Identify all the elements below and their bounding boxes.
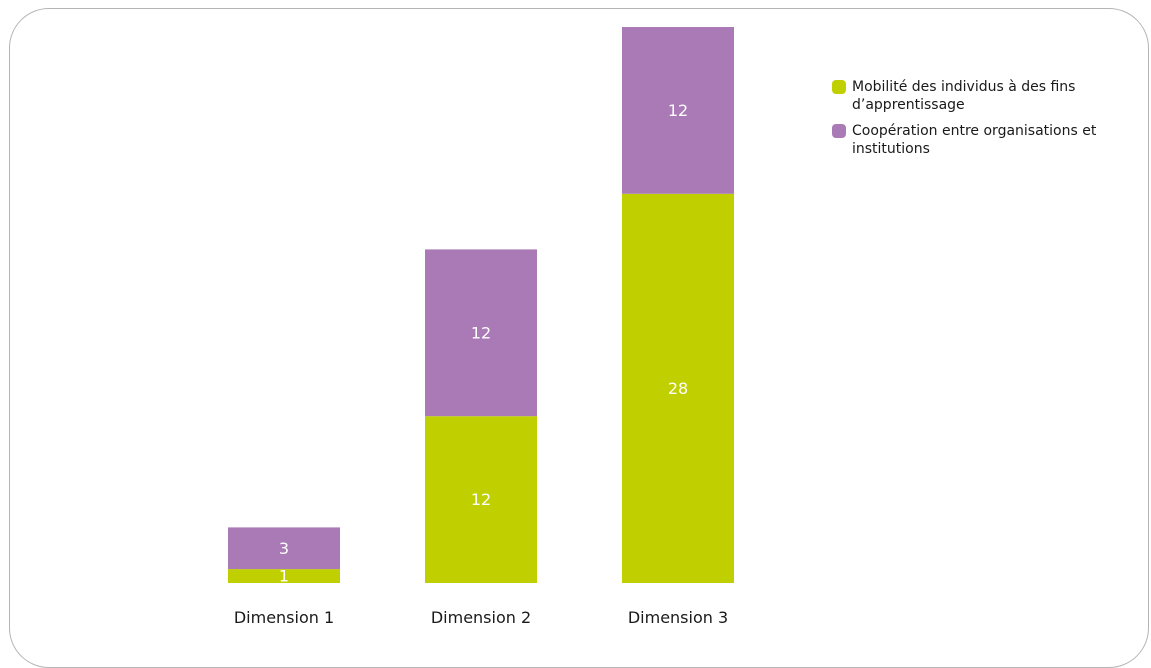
x-tick-label-dimension-3: Dimension 3 [628, 608, 728, 627]
bar-value-label-dimension-3-series-0: 28 [668, 379, 688, 398]
bar-value-label-dimension-2-series-1: 12 [471, 323, 491, 342]
bar-dimension-2-series-0 [425, 416, 537, 583]
bar-value-label-dimension-1-series-1: 3 [279, 539, 289, 558]
bar-dimension-3-series-1 [622, 27, 734, 194]
bar-dimension-1-series-0 [228, 569, 340, 583]
legend-item-mobilite: Mobilité des individus à des fins d’appr… [832, 78, 1132, 114]
bar-dimension-1-series-1 [228, 527, 340, 570]
bar-value-label-dimension-1-series-0: 1 [279, 567, 289, 586]
bars-group: 1 3 12 12 28 12 [228, 27, 734, 586]
legend-label-cooperation: Coopération entre organisations et insti… [852, 123, 1097, 157]
legend-swatch-cooperation [832, 124, 846, 138]
legend-item-cooperation: Coopération entre organisations et insti… [832, 122, 1132, 158]
bar-value-label-dimension-2-series-0: 12 [471, 490, 491, 509]
x-tick-label-dimension-2: Dimension 2 [431, 608, 531, 627]
x-tick-label-dimension-1: Dimension 1 [234, 608, 334, 627]
legend-swatch-mobilite [832, 80, 846, 94]
x-axis-tick-labels: Dimension 1 Dimension 2 Dimension 3 [234, 608, 728, 627]
bar-value-label-dimension-3-series-1: 12 [668, 101, 688, 120]
legend-label-mobilite: Mobilité des individus à des fins d’appr… [852, 79, 1076, 113]
legend: Mobilité des individus à des fins d’appr… [832, 78, 1132, 166]
bar-dimension-3-series-0 [622, 193, 734, 584]
bar-dimension-2-series-1 [425, 249, 537, 417]
